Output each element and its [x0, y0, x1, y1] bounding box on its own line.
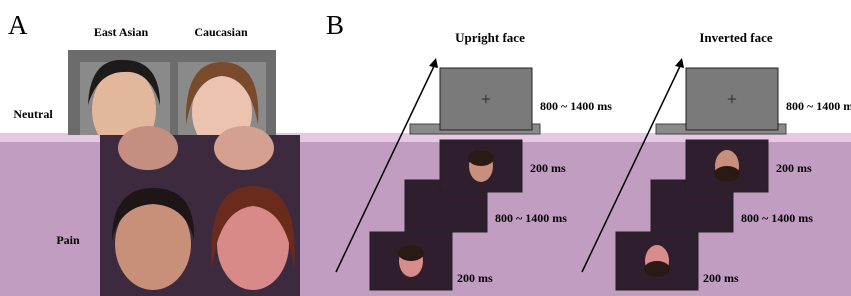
duration: 200 ms	[457, 271, 493, 285]
column-label: East Asian	[94, 25, 149, 39]
condition-title: Upright face	[455, 30, 525, 45]
figure: A East Asian Caucasian Neutral Pain B Up…	[0, 0, 851, 296]
column-label: Caucasian	[194, 25, 248, 39]
duration: 800 ~ 1400 ms	[741, 211, 813, 225]
fixation: +	[481, 89, 491, 109]
duration: 200 ms	[703, 271, 739, 285]
condition-title: Inverted face	[699, 30, 773, 45]
hair	[398, 245, 424, 261]
hair	[714, 166, 740, 182]
hair	[644, 261, 670, 277]
fixation: +	[727, 89, 737, 109]
panel-label: B	[326, 10, 344, 40]
row-label: Neutral	[13, 107, 53, 121]
face	[118, 126, 178, 170]
panel-label: A	[8, 10, 28, 40]
duration: 800 ~ 1400 ms	[540, 99, 612, 113]
duration: 200 ms	[776, 161, 812, 175]
face	[214, 126, 274, 170]
duration: 200 ms	[530, 161, 566, 175]
duration: 800 ~ 1400 ms	[786, 99, 851, 113]
row-label: Pain	[56, 233, 80, 247]
hair	[468, 150, 494, 166]
duration: 800 ~ 1400 ms	[495, 211, 567, 225]
